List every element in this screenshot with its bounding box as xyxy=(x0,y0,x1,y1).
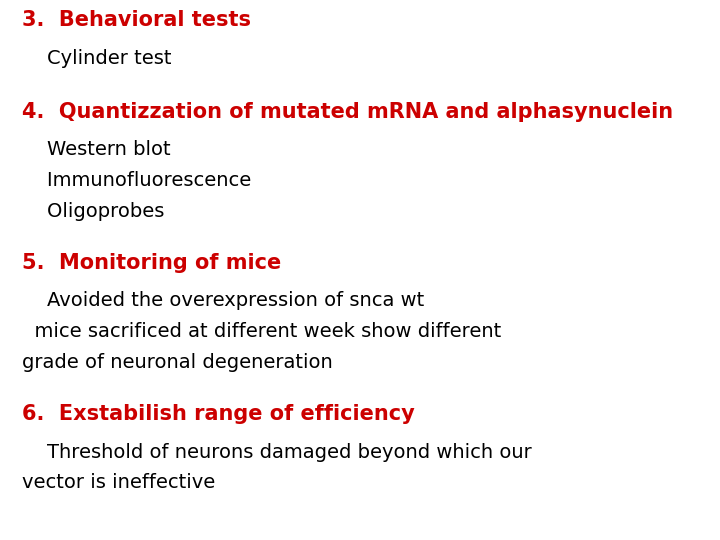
Text: 6.  Exstabilish range of efficiency: 6. Exstabilish range of efficiency xyxy=(22,404,414,424)
Text: 3.  Behavioral tests: 3. Behavioral tests xyxy=(22,10,251,30)
Text: 5.  Monitoring of mice: 5. Monitoring of mice xyxy=(22,253,281,273)
Text: Immunofluorescence: Immunofluorescence xyxy=(22,171,251,190)
Text: Western blot: Western blot xyxy=(22,140,170,159)
Text: 4.  Quantizzation of mutated mRNA and alphasynuclein: 4. Quantizzation of mutated mRNA and alp… xyxy=(22,102,672,122)
Text: mice sacrificed at different week show different: mice sacrificed at different week show d… xyxy=(22,322,501,341)
Text: Oligoprobes: Oligoprobes xyxy=(22,202,164,221)
Text: grade of neuronal degeneration: grade of neuronal degeneration xyxy=(22,353,333,372)
Text: Avoided the overexpression of snca wt: Avoided the overexpression of snca wt xyxy=(22,292,424,310)
Text: Cylinder test: Cylinder test xyxy=(22,49,171,68)
Text: Threshold of neurons damaged beyond which our: Threshold of neurons damaged beyond whic… xyxy=(22,443,531,462)
Text: vector is ineffective: vector is ineffective xyxy=(22,474,215,492)
